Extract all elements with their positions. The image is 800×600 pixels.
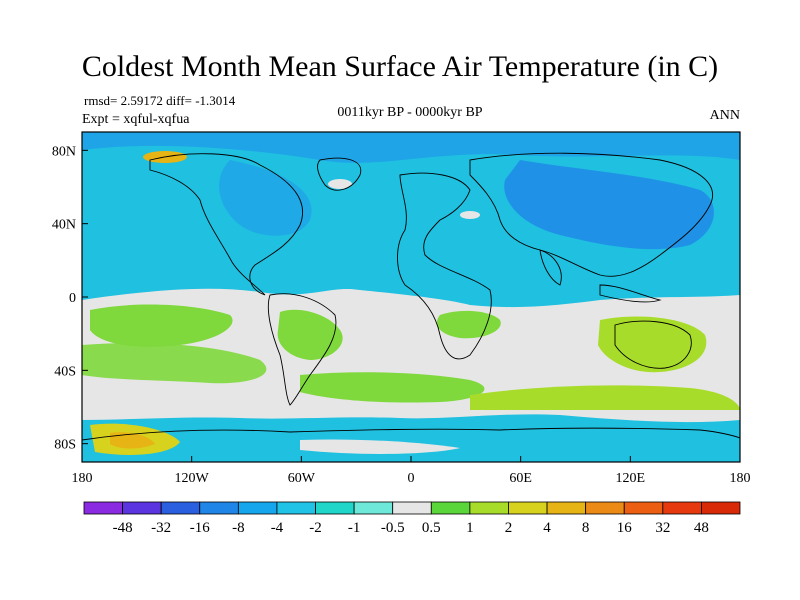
season-text: ANN	[709, 108, 740, 123]
lat-tick-label: 80N	[52, 144, 76, 159]
coastline-australia	[614, 320, 692, 369]
colorbar-swatch	[585, 501, 625, 515]
coastline-india	[539, 249, 562, 286]
arctic-cool-region	[82, 132, 740, 163]
asia-cool-region	[504, 160, 714, 250]
coastline-europe-africa	[397, 172, 492, 360]
colorbar-swatch	[315, 501, 355, 515]
lat-tick-label: 80S	[54, 438, 76, 453]
colorbar-swatch	[237, 501, 278, 515]
antarctic-cool-region	[180, 422, 740, 462]
colorbar-label: -1	[347, 520, 361, 536]
lat-tick-label: 0	[69, 291, 76, 306]
colorbar-label: 1	[466, 520, 474, 536]
colorbar-label: -32	[151, 520, 172, 536]
lon-tick-label: 120E	[616, 471, 646, 486]
lon-tick-label: 180	[72, 471, 93, 486]
colorbar-label: -16	[189, 520, 210, 536]
coastline-greenland	[317, 157, 362, 191]
north-america-cool-region	[219, 160, 312, 236]
lat-tick-label: 40S	[54, 364, 76, 379]
colorbar-swatch	[392, 501, 432, 515]
warm-patch-southern-indian	[470, 385, 740, 410]
coastline-indonesia	[599, 284, 662, 303]
coastline-south-america	[267, 293, 337, 406]
colorbar-swatch	[546, 501, 587, 515]
colorbar-swatch	[353, 501, 394, 515]
colorbar-swatch	[508, 501, 548, 515]
colorbar-label: 32	[655, 520, 671, 536]
longitude-axis: 180 120W 60W 0 60E 120E 180	[72, 456, 751, 486]
colorbar-label: -8	[232, 520, 245, 536]
colorbar-swatch	[122, 501, 162, 515]
warm-patch-south-america	[277, 309, 343, 360]
latitude-axis: 80N 40N 0 40S 80S	[52, 144, 88, 453]
warm-core-antarctic	[110, 432, 155, 449]
coastlines	[82, 152, 740, 441]
warm-patch-africa	[436, 310, 501, 339]
stats-text: rmsd= 2.59172 diff= -1.3014	[84, 93, 236, 108]
lat-tick-label: 40N	[52, 218, 76, 233]
coastline-asia	[469, 152, 713, 277]
warm-patch-south-pacific	[82, 343, 267, 384]
warm-patch-south-atlantic	[300, 372, 485, 403]
colorbar	[83, 501, 741, 515]
colorbar-swatch	[662, 501, 702, 515]
colorbar-swatch	[430, 501, 471, 515]
colorbar-label: 2	[504, 520, 513, 536]
colorbar-swatch	[199, 501, 239, 515]
colorbar-swatch	[276, 501, 316, 515]
experiment-text: Expt = xqful-xqfua	[82, 112, 190, 127]
warm-patch-australia	[598, 316, 707, 373]
colorbar-label: 8	[581, 520, 590, 536]
colorbar-label: 48	[693, 520, 709, 536]
colorbar-swatch	[623, 501, 664, 515]
colorbar-label: -48	[112, 520, 133, 536]
colorbar-label: -0.5	[380, 520, 405, 536]
period-text: 0011kyr BP - 0000kyr BP	[337, 105, 483, 120]
colorbar-label: 0.5	[421, 520, 441, 536]
temperature-field	[82, 132, 740, 462]
warm-patch-pacific	[90, 304, 233, 347]
antarctic-neutral-patch	[300, 439, 460, 454]
lon-tick-label: 0	[408, 471, 415, 486]
colorbar-swatch	[83, 501, 123, 515]
colorbar-swatch	[160, 501, 201, 515]
neutral-spot-caspian	[460, 211, 480, 219]
lon-tick-label: 180	[730, 471, 751, 486]
colorbar-swatch	[701, 501, 741, 515]
colorbar-label: 16	[616, 520, 632, 536]
colorbar-label: -2	[309, 520, 322, 536]
lon-tick-label: 120W	[175, 471, 210, 486]
colorbar-swatch	[469, 501, 509, 515]
colorbar-label: 4	[543, 520, 551, 536]
coastline-north-america	[149, 153, 304, 296]
colorbar-label: -4	[270, 520, 284, 536]
lon-tick-label: 60E	[509, 471, 532, 486]
lon-tick-label: 60W	[288, 471, 316, 486]
neutral-spot-greenland	[328, 179, 352, 189]
coastline-antarctica	[82, 427, 740, 441]
map-title: Coldest Month Mean Surface Air Temperatu…	[81, 50, 719, 83]
